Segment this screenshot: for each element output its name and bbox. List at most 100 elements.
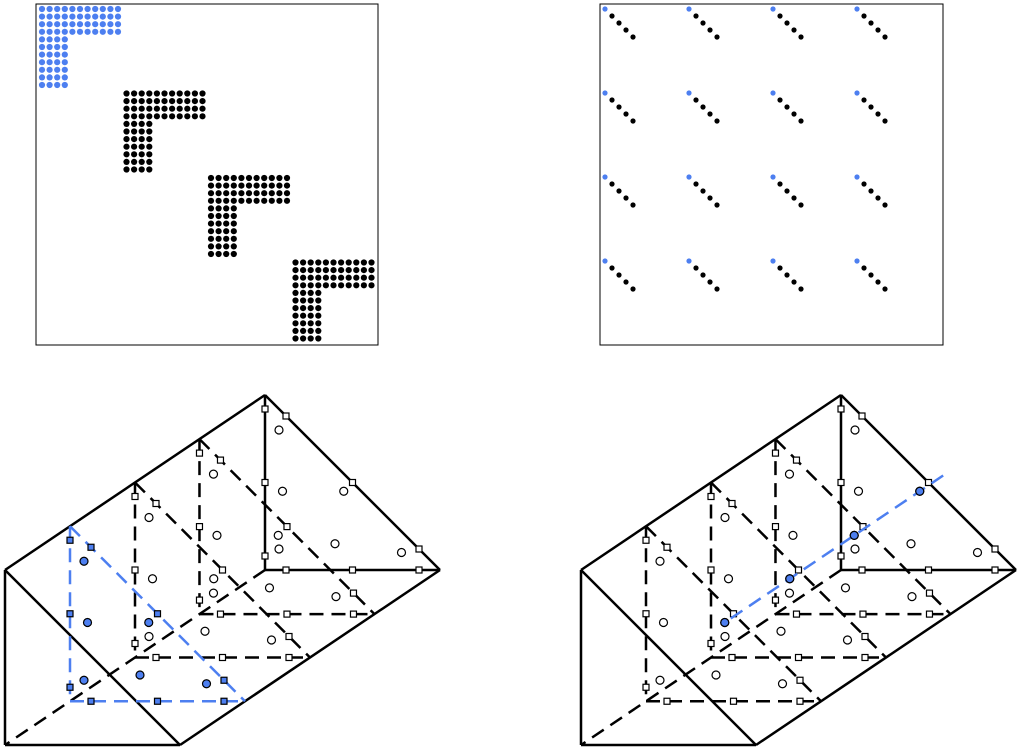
matrix-dot [61, 36, 68, 43]
matrix-dot [245, 174, 253, 182]
matrix-dot [131, 105, 138, 112]
node-square [925, 610, 934, 618]
node-circle [147, 574, 158, 584]
matrix-dot [215, 243, 222, 250]
matrix-dot [84, 28, 91, 35]
matrix-dot [138, 166, 145, 173]
matrix-dot [714, 118, 720, 124]
matrix-dot [307, 289, 314, 296]
matrix-dot [283, 197, 291, 204]
node-circle [850, 425, 860, 435]
matrix-dot [300, 282, 307, 289]
matrix-dot [300, 320, 307, 327]
highlight-matrix-dot [602, 90, 608, 96]
matrix-dot [238, 174, 245, 182]
matrix-dot [84, 21, 91, 28]
matrix-dot [38, 74, 46, 81]
matrix-dot [146, 151, 153, 158]
matrix-dot [61, 21, 68, 28]
matrix-dot [276, 174, 283, 182]
matrix-dot [238, 197, 245, 204]
node-square [218, 566, 227, 574]
node-square [837, 552, 845, 560]
matrix-dot [92, 13, 99, 20]
matrix-dot [114, 5, 122, 13]
matrix-dot [76, 5, 84, 13]
matrix-dot [123, 98, 130, 105]
matrix-dot [230, 235, 237, 242]
matrix-dot [307, 274, 314, 281]
matrix-dot [693, 13, 699, 19]
matrix-dot [199, 105, 206, 112]
matrix-dot [107, 13, 114, 20]
highlight-node-circle [135, 670, 145, 680]
front-triangle-edge [4, 569, 181, 746]
matrix-dot [161, 113, 168, 120]
matrix-dot [253, 190, 260, 197]
matrix-dot [330, 274, 337, 281]
matrix-dot [609, 265, 615, 271]
matrix-dot [714, 202, 720, 208]
node-circle [655, 675, 665, 685]
node-circle [720, 512, 730, 523]
node-square [285, 632, 293, 641]
matrix-dot [131, 98, 138, 105]
matrix-dot [223, 174, 230, 182]
node-circle [784, 469, 795, 479]
matrix-dot [245, 182, 253, 189]
node-square [792, 610, 801, 618]
matrix-dot [223, 235, 230, 242]
matrix-dot [38, 43, 46, 51]
matrix-dot [215, 212, 222, 220]
node-square [282, 412, 290, 420]
highlight-matrix-dot [854, 174, 860, 180]
highlight-matrix-dot [854, 258, 860, 264]
matrix-dot [268, 174, 275, 182]
matrix-dot [300, 335, 307, 342]
matrix-dot [99, 13, 106, 20]
matrix-dot [300, 274, 307, 281]
matrix-dot [169, 98, 176, 105]
node-circle [274, 544, 284, 554]
matrix-dot [84, 13, 91, 20]
matrix-dot [791, 195, 797, 201]
node-circle [200, 626, 210, 636]
matrix-dot [114, 21, 122, 28]
node-square [415, 545, 423, 553]
highlight-node-square [220, 676, 228, 684]
matrix-dot [268, 182, 275, 189]
matrix-dot [616, 104, 622, 110]
node-square [707, 492, 715, 501]
matrix-dot [207, 197, 215, 204]
node-square [348, 478, 357, 487]
matrix-dot [123, 158, 130, 165]
matrix-dot [330, 282, 337, 289]
matrix-dot [322, 274, 329, 281]
matrix-dot [131, 90, 138, 97]
matrix-dot [230, 182, 237, 189]
node-circle [723, 574, 734, 584]
matrix-dot [191, 113, 198, 120]
matrix-dot [215, 197, 222, 204]
matrix-dot [300, 312, 307, 319]
matrix-dot [61, 51, 68, 58]
highlight-matrix-dot [854, 90, 860, 96]
matrix-dot [714, 34, 720, 40]
matrix-dot [238, 190, 245, 197]
node-square [642, 683, 650, 691]
matrix-dot [714, 286, 720, 292]
matrix-dot [230, 205, 237, 212]
matrix-dot [292, 327, 299, 334]
matrix-dot [230, 212, 237, 220]
node-circle [853, 486, 864, 496]
highlight-matrix-dot [770, 174, 776, 180]
node-circle [212, 530, 222, 540]
matrix-dot [315, 259, 322, 266]
matrix-dot [131, 166, 138, 173]
matrix-dot [54, 59, 61, 66]
matrix-dot [315, 267, 322, 274]
node-square [642, 610, 650, 618]
highlight-node-square [153, 610, 162, 618]
matrix-dot [360, 274, 367, 281]
node-square [794, 653, 803, 662]
